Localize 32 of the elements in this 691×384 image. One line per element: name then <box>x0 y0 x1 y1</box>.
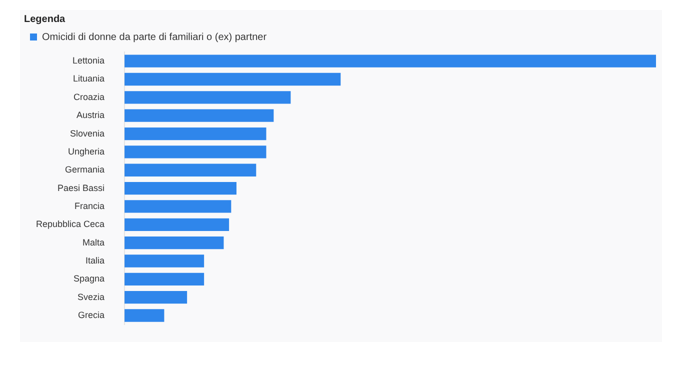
bar <box>124 200 232 213</box>
y-tick-label: Slovenia <box>70 128 105 138</box>
y-tick-label: Ungheria <box>68 146 105 156</box>
y-tick-label: Grecia <box>78 310 105 320</box>
y-tick-label: Francia <box>74 200 105 211</box>
bar <box>124 109 274 122</box>
y-tick-label: Lettonia <box>72 56 105 66</box>
legend-label: Omicidi di donne da parte di familiari o (ex) partner <box>42 32 268 43</box>
bar <box>124 127 266 140</box>
bar <box>124 91 291 104</box>
legend-title: Legenda <box>24 14 66 25</box>
y-tick-label: Croazia <box>74 92 105 102</box>
y-tick-label: Repubblica Ceca <box>36 219 105 230</box>
bar <box>124 72 341 86</box>
bar <box>124 146 266 158</box>
bar <box>124 254 204 268</box>
y-tick-label: Italia <box>86 255 105 266</box>
bar <box>124 291 188 304</box>
bar <box>124 164 256 176</box>
y-tick-label: Svezia <box>78 292 105 302</box>
y-tick-label: Malta <box>82 237 105 248</box>
y-tick-label: Spagna <box>74 274 105 284</box>
y-tick-label: Germania <box>65 164 105 175</box>
bar <box>124 272 204 286</box>
bar <box>124 54 656 68</box>
y-tick-label: Paesi Bassi <box>58 182 105 193</box>
bar <box>124 218 230 231</box>
y-tick-label: Lituania <box>73 74 105 84</box>
bar <box>124 236 224 250</box>
bar <box>124 309 164 322</box>
y-tick-label: Austria <box>76 110 105 120</box>
bar <box>124 182 236 195</box>
